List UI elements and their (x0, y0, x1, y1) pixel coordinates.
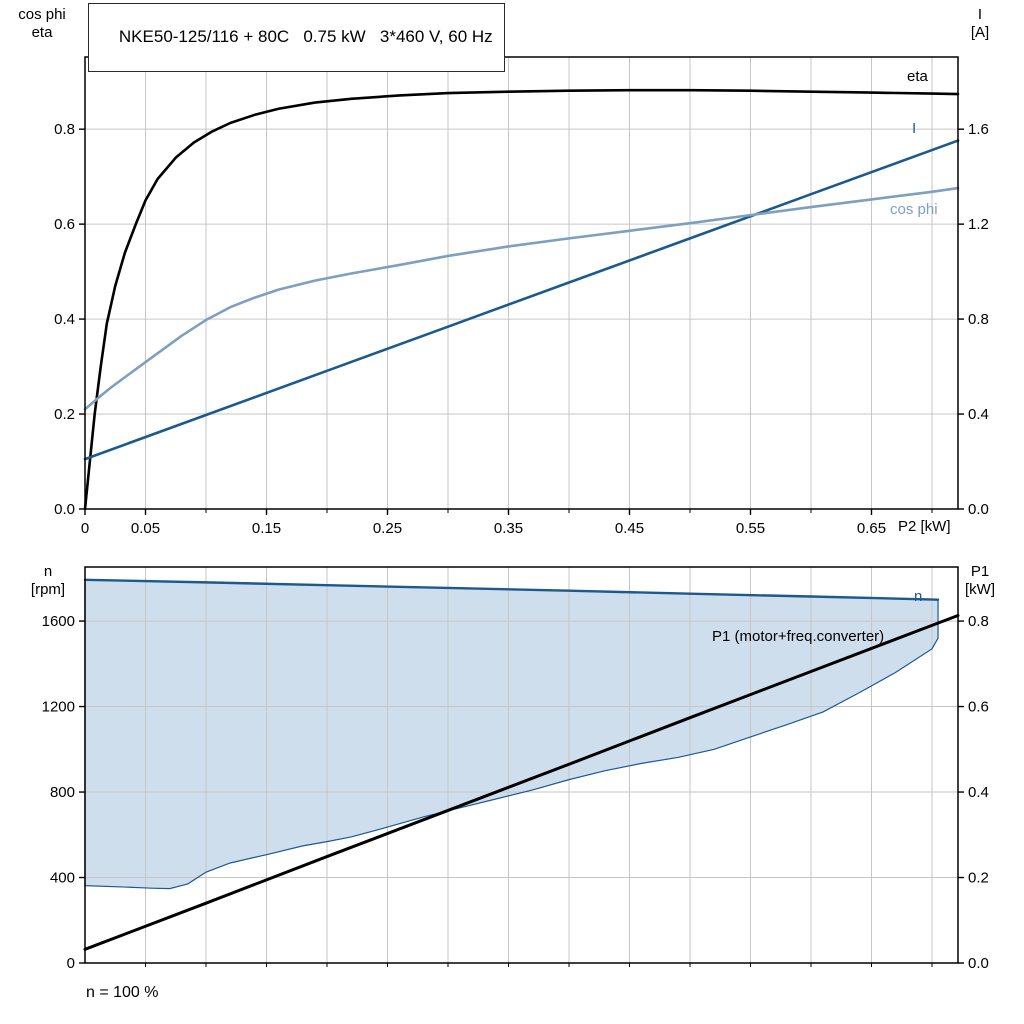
curve-label-current: I (912, 120, 917, 137)
svg-text:0.4: 0.4 (968, 784, 989, 801)
curve-label-speed: n (914, 588, 923, 605)
curve-label-cosphi: cos phi (890, 201, 938, 218)
svg-text:0.0: 0.0 (968, 955, 989, 972)
svg-text:0.8: 0.8 (54, 121, 75, 138)
svg-text:0.2: 0.2 (968, 870, 989, 887)
svg-text:0.55: 0.55 (736, 520, 765, 537)
x-axis-title: P2 [kW] (898, 518, 951, 535)
curve-label-p1: P1 (motor+freq.converter) (712, 628, 885, 645)
svg-text:0.6: 0.6 (54, 216, 75, 233)
axis-title-p1: P1 [kW] (965, 563, 995, 598)
chart-title-box: NKE50-125/116 + 80C 0.75 kW 3*460 V, 60 … (88, 3, 505, 72)
svg-text:0: 0 (67, 955, 75, 972)
svg-text:0.35: 0.35 (494, 520, 523, 537)
speed-footnote: n = 100 % (86, 984, 159, 1001)
svg-text:0.25: 0.25 (373, 520, 402, 537)
svg-text:0.8: 0.8 (968, 311, 989, 328)
axis-title-speed: n [rpm] (30, 563, 66, 598)
svg-text:0.4: 0.4 (968, 406, 989, 423)
svg-text:0.05: 0.05 (131, 520, 160, 537)
svg-text:0: 0 (81, 520, 89, 537)
svg-text:1600: 1600 (42, 613, 75, 630)
svg-text:400: 400 (50, 870, 75, 887)
svg-text:800: 800 (50, 784, 75, 801)
svg-text:0.65: 0.65 (857, 520, 886, 537)
svg-text:0.0: 0.0 (54, 501, 75, 518)
svg-text:1200: 1200 (42, 699, 75, 716)
svg-text:0.0: 0.0 (968, 501, 989, 518)
svg-text:0.8: 0.8 (968, 613, 989, 630)
svg-text:0.2: 0.2 (54, 406, 75, 423)
curve-label-eta: eta (907, 68, 928, 85)
svg-text:0.6: 0.6 (968, 699, 989, 716)
chart-title: NKE50-125/116 + 80C 0.75 kW 3*460 V, 60 … (118, 27, 493, 46)
svg-text:0.4: 0.4 (54, 311, 75, 328)
axis-title-cosphi-eta: cos phi eta (18, 6, 66, 41)
axis-title-current: I [A] (970, 6, 990, 41)
svg-text:0.45: 0.45 (615, 520, 644, 537)
svg-text:1.6: 1.6 (968, 121, 989, 138)
svg-text:1.2: 1.2 (968, 216, 989, 233)
svg-text:0.15: 0.15 (252, 520, 281, 537)
